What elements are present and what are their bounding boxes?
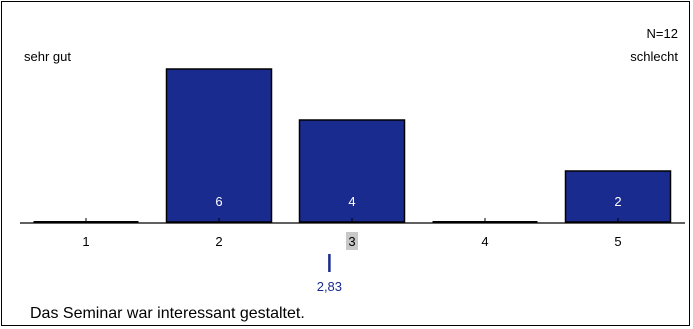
mean-marker-group: 2,83 [317,254,342,294]
bar-5 [564,170,672,223]
x-tick-label-5: 5 [614,234,621,249]
x-tick-group: 1 2 3 4 5 [82,218,622,250]
left-anchor-label: sehr gut [24,49,71,64]
bar-value-label-2: 6 [215,194,222,209]
x-tick-label-1: 1 [82,234,89,249]
bar-value-label-5: 2 [614,194,621,209]
mean-value-label: 2,83 [317,279,342,294]
bar-value-label-3: 4 [348,194,355,209]
x-tick-label-2: 2 [215,234,222,249]
right-anchor-label: schlecht [630,49,678,64]
bars-group: 6 4 2 [33,68,672,223]
n-label: N=12 [647,26,678,41]
x-tick-label-3: 3 [348,234,355,249]
question-text: Das Seminar war interessant gestaltet. [30,305,305,322]
bar-2 [165,68,273,223]
x-tick-label-4: 4 [481,234,488,249]
median-highlight [346,232,358,250]
bar-3 [298,119,406,223]
